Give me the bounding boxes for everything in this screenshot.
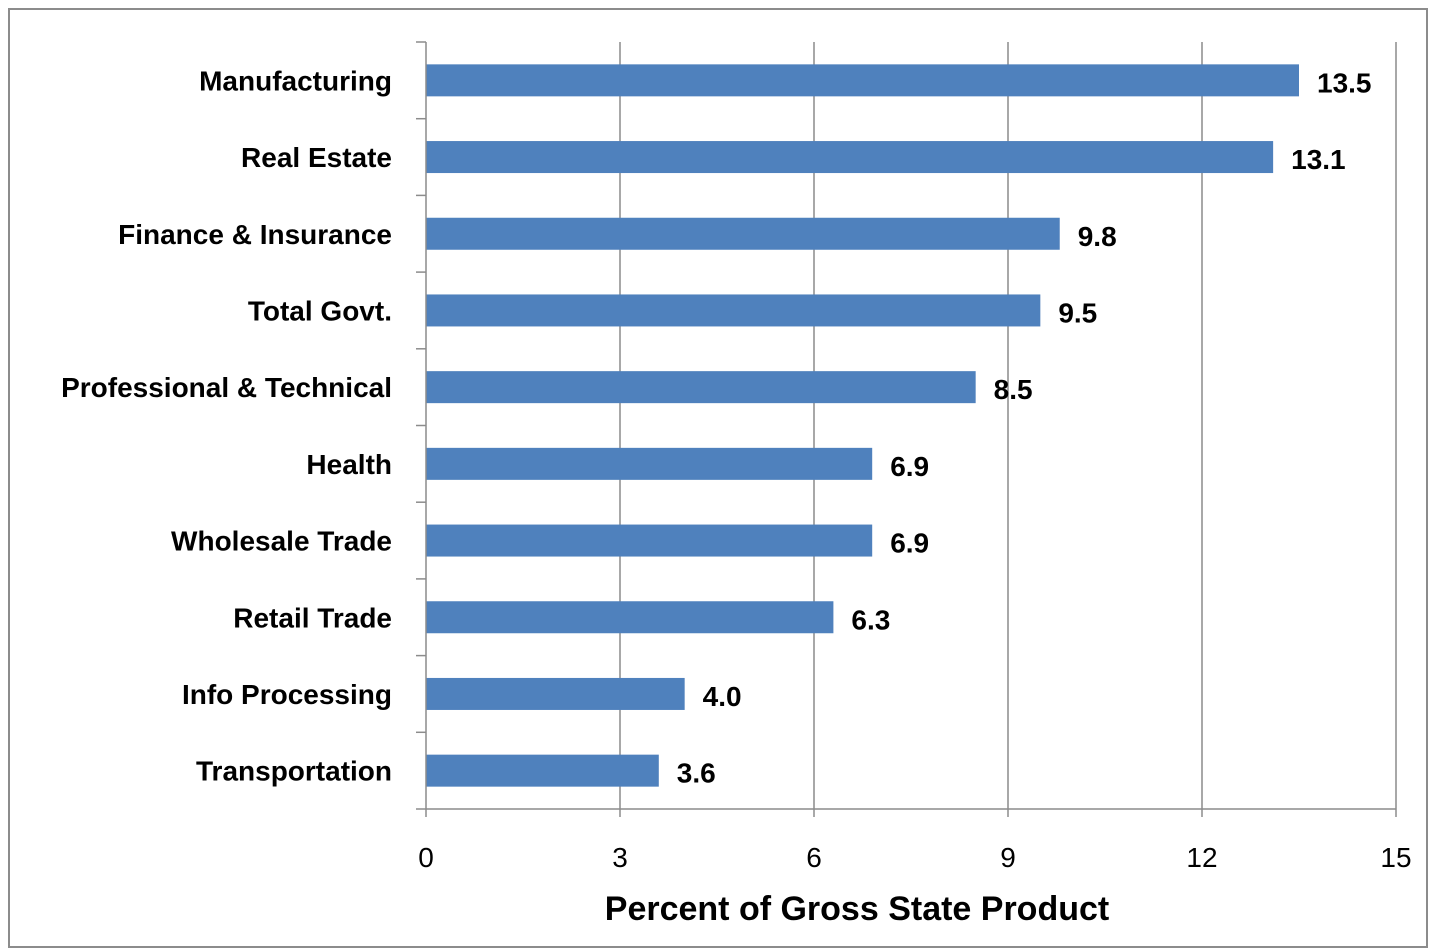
value-label: 6.3 — [851, 604, 890, 635]
value-label: 8.5 — [994, 374, 1033, 405]
x-tick-label: 15 — [1380, 842, 1411, 873]
bars — [426, 64, 1299, 787]
category-label: Wholesale Trade — [171, 526, 392, 557]
value-label: 13.1 — [1291, 144, 1346, 175]
bar — [426, 64, 1299, 97]
value-label: 6.9 — [890, 451, 929, 482]
x-tick-label: 9 — [1000, 842, 1016, 873]
category-label: Transportation — [196, 756, 392, 787]
bar — [426, 447, 873, 480]
x-tick-label: 0 — [418, 842, 434, 873]
category-label: Total Govt. — [248, 295, 392, 326]
category-label: Real Estate — [241, 142, 392, 173]
value-label: 9.8 — [1078, 221, 1117, 252]
bar — [426, 524, 873, 557]
x-tick-label: 6 — [806, 842, 822, 873]
category-label: Manufacturing — [199, 65, 392, 96]
value-label: 6.9 — [890, 528, 929, 559]
x-axis-title: Percent of Gross State Product — [605, 890, 1109, 928]
category-label: Finance & Insurance — [118, 219, 392, 250]
category-label: Retail Trade — [233, 602, 392, 633]
bar — [426, 217, 1060, 250]
bar — [426, 141, 1274, 174]
bar — [426, 371, 976, 404]
bar — [426, 677, 685, 710]
value-label: 3.6 — [677, 758, 716, 789]
category-label: Info Processing — [182, 679, 392, 710]
axes — [416, 41, 1397, 817]
x-tick-label: 12 — [1186, 842, 1217, 873]
x-tick-label: 3 — [612, 842, 628, 873]
labels: 0 3 6 9 12 15 Manufacturing 13.5 Real Estate 13.1… — [61, 65, 1412, 873]
value-label: 4.0 — [703, 681, 742, 712]
bar — [426, 294, 1041, 327]
value-label: 13.5 — [1317, 67, 1372, 98]
category-label: Professional & Technical — [61, 372, 392, 403]
category-label: Health — [306, 449, 392, 480]
bar — [426, 754, 659, 787]
bar — [426, 601, 834, 634]
value-label: 9.5 — [1058, 297, 1097, 328]
